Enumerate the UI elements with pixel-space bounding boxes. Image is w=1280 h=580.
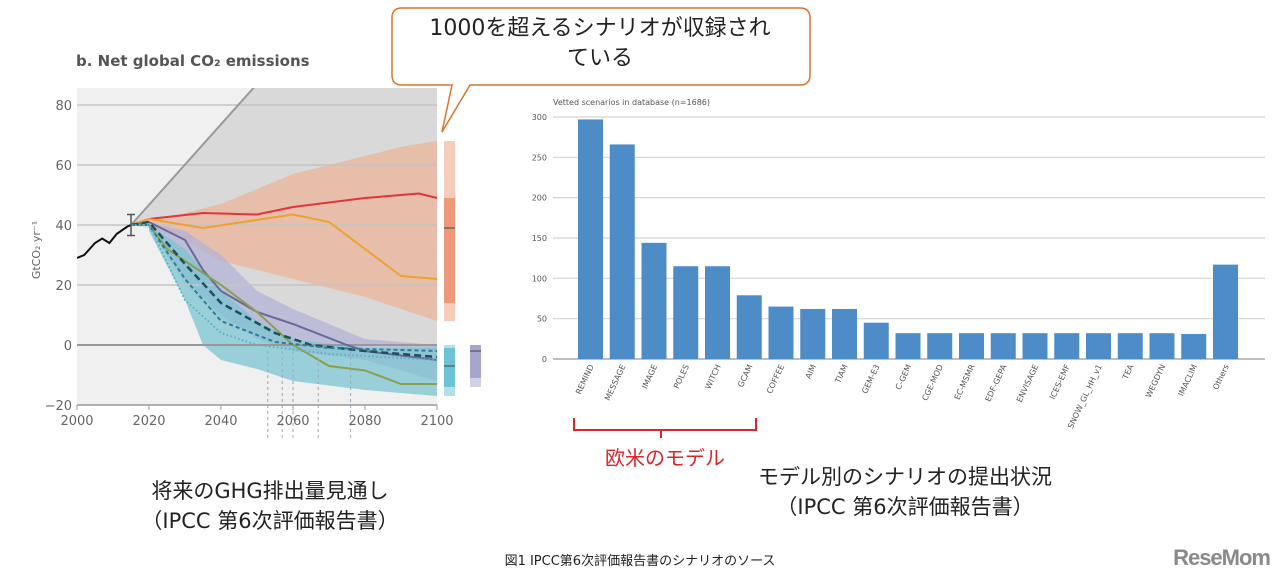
right-caption-line-2: （IPCC 第6次評価報告書）	[776, 495, 1034, 519]
bar-c-gem	[895, 333, 921, 359]
scenario-line	[130, 220, 437, 361]
bar-others	[1213, 264, 1238, 359]
x-tick-label: IMAGE	[640, 363, 659, 390]
x-tick-label: 2020	[132, 414, 165, 429]
left-y-axis-label: GtCO₂ yr⁻¹	[30, 221, 43, 279]
scenario-line	[130, 192, 437, 226]
x-tick-label: POLES	[672, 363, 691, 390]
x-tick-label: 2000	[60, 414, 93, 429]
bar-coffee	[768, 306, 794, 359]
figure-caption: 図1 IPCC第6次評価報告書のシナリオのソース	[504, 554, 776, 569]
x-tick-label: 2040	[204, 414, 237, 429]
bar-remind	[578, 119, 603, 360]
y-tick-label: 100	[532, 274, 547, 283]
scenario-line	[77, 224, 132, 259]
bar-aim	[800, 308, 826, 359]
y-tick-label: 50	[537, 315, 547, 324]
x-tick-label: ENVISAGE	[1015, 363, 1040, 404]
x-tick-label: CGE-MOD	[920, 363, 945, 402]
x-tick-label: SNOW_GL_HH_v1	[1066, 363, 1104, 430]
bar-tea	[1117, 333, 1143, 359]
bar-image	[641, 242, 667, 359]
x-tick-label: WITCH	[704, 363, 723, 391]
x-tick-label: EC-MSMR	[953, 363, 977, 402]
right-caption: モデル別のシナリオの提出状況 （IPCC 第6次評価報告書）	[730, 462, 1080, 522]
x-tick-label: 2100	[420, 414, 453, 429]
callout-line-1: 1000を超えるシナリオが収録され	[429, 16, 771, 41]
right-chart-title: Vetted scenarios in database (n=1686)	[553, 98, 710, 107]
range-bar-inner	[470, 345, 481, 378]
x-tick-label: EDF-GEPA	[983, 363, 1008, 404]
bar-snow_gl_hh_v1	[1086, 333, 1111, 359]
y-tick-label: −20	[45, 399, 72, 414]
scenario-line	[130, 88, 255, 226]
co2-emissions-chart: b. Net global CO₂ emissions GtCO₂ yr⁻¹ 8…	[30, 52, 481, 438]
x-tick-label: TEA	[1120, 363, 1135, 382]
bar-imaclim	[1181, 333, 1207, 359]
european-models-bracket	[573, 418, 757, 438]
scenario-range-band	[149, 225, 437, 396]
resemom-logo: ReseMom	[1173, 545, 1271, 570]
scenario-range-band	[149, 222, 437, 381]
y-tick-label: 150	[532, 234, 547, 243]
y-tick-label: 300	[532, 113, 547, 122]
left-caption: 将来のGHG排出量見通し （IPCC 第6次評価報告書）	[110, 476, 430, 536]
callout-text: 1000を超えるシナリオが収録され ている	[392, 14, 808, 74]
x-tick-label: GCAM	[736, 363, 754, 389]
callout-line-2: ている	[566, 46, 633, 71]
bar-gcam	[736, 295, 762, 359]
callout-bubble	[391, 7, 811, 133]
scenario-line	[130, 220, 437, 359]
bar-cge-mod	[927, 333, 953, 359]
left-chart-title: b. Net global CO₂ emissions	[76, 52, 310, 70]
x-tick-label: 2060	[276, 414, 309, 429]
x-tick-label: WEGDYN	[1144, 363, 1167, 399]
x-tick-label: MESSAGE	[603, 363, 628, 402]
european-models-label: 欧米のモデル	[605, 446, 725, 470]
bar-message	[609, 144, 635, 359]
y-tick-label: 250	[532, 153, 547, 162]
left-caption-line-1: 将来のGHG排出量見通し	[151, 479, 389, 503]
y-tick-label: 0	[64, 339, 72, 354]
x-tick-label: C-GEM	[894, 363, 914, 391]
x-tick-label: ICES-EMF	[1048, 363, 1072, 401]
scenario-line	[130, 213, 437, 280]
scenario-line	[131, 224, 437, 352]
bar-ec-msmr	[959, 333, 984, 359]
bar-wegdyn	[1149, 333, 1175, 359]
scenario-range-band	[149, 141, 437, 321]
y-tick-label: 60	[55, 159, 72, 174]
x-tick-label: AIM	[804, 363, 818, 380]
bar-gem-e3	[863, 322, 889, 359]
uncertainty-error-bar	[127, 213, 135, 237]
x-tick-label: Others	[1211, 363, 1231, 391]
left-caption-line-2: （IPCC 第6次評価報告書）	[141, 509, 399, 533]
bar-tiam	[832, 308, 857, 359]
x-tick-label: GEM-E3	[860, 363, 881, 395]
bar-edf-gepa	[990, 333, 1016, 359]
x-tick-label: TIAM	[833, 363, 850, 386]
y-tick-label: 80	[55, 99, 72, 114]
scenario-line	[131, 224, 437, 361]
bar-ices-emf	[1054, 333, 1080, 359]
range-bar-inner	[444, 348, 455, 387]
bar-envisage	[1022, 333, 1048, 359]
y-tick-label: 20	[55, 279, 72, 294]
bar-poles	[673, 266, 699, 359]
y-tick-label: 40	[55, 219, 72, 234]
x-tick-label: COFFEE	[765, 363, 786, 395]
range-bar-inner	[444, 198, 455, 303]
x-tick-label: REMIND	[574, 363, 596, 396]
y-tick-label: 200	[532, 194, 547, 203]
y-tick-label: 0	[542, 355, 547, 364]
right-caption-line-1: モデル別のシナリオの提出状況	[758, 465, 1052, 489]
x-tick-label: 2080	[348, 414, 381, 429]
scenario-line	[131, 224, 437, 385]
plot-area	[77, 88, 437, 396]
bar-witch	[705, 266, 730, 359]
scenarios-bar-chart: Vetted scenarios in database (n=1686) 0 5…	[532, 98, 1265, 430]
x-tick-label: IMACLIM	[1177, 363, 1200, 398]
